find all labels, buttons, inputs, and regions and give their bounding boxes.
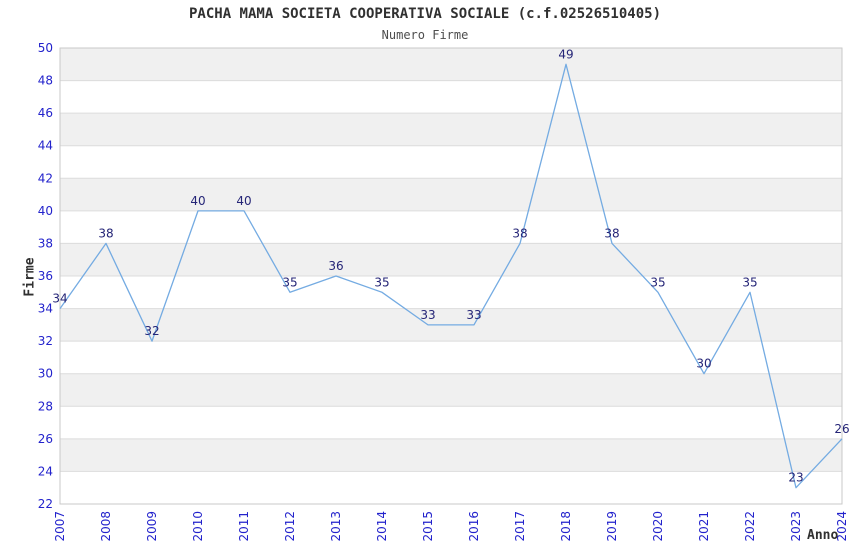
plot-band — [60, 113, 842, 146]
x-tick-label: 2015 — [421, 511, 435, 542]
y-tick-label: 28 — [38, 399, 53, 413]
data-point-label: 35 — [282, 275, 297, 289]
data-point-label: 40 — [236, 194, 251, 208]
x-tick-label: 2013 — [329, 511, 343, 542]
y-tick-label: 32 — [38, 334, 53, 348]
data-point-label: 38 — [98, 226, 113, 240]
plot-band — [60, 48, 842, 81]
plot-band — [60, 341, 842, 374]
x-tick-label: 2020 — [651, 511, 665, 542]
data-point-label: 33 — [420, 308, 435, 322]
data-point-label: 33 — [466, 308, 481, 322]
y-tick-label: 46 — [38, 106, 53, 120]
x-tick-label: 2007 — [53, 511, 67, 542]
y-tick-label: 22 — [38, 497, 53, 511]
chart-subtitle: Numero Firme — [381, 28, 469, 42]
data-point-label: 40 — [190, 194, 205, 208]
plot-band — [60, 243, 842, 276]
plot-band — [60, 406, 842, 439]
x-tick-label: 2009 — [145, 511, 159, 542]
x-tick-label: 2014 — [375, 511, 389, 542]
y-tick-label: 30 — [38, 367, 53, 381]
plot-band — [60, 210, 842, 244]
data-point-label: 35 — [650, 275, 665, 289]
y-tick-label: 42 — [38, 171, 53, 185]
y-tick-label: 48 — [38, 74, 53, 88]
y-tick-label: 36 — [38, 269, 53, 283]
y-tick-label: 26 — [38, 432, 53, 446]
x-tick-label: 2021 — [697, 511, 711, 542]
series-line — [59, 63, 843, 489]
plot-band — [60, 276, 842, 309]
data-point-label: 49 — [558, 47, 573, 61]
data-point-label: 36 — [328, 259, 343, 273]
plot-band — [60, 438, 842, 472]
x-tick-label: 2022 — [743, 511, 757, 542]
y-tick-label: 24 — [38, 464, 53, 478]
x-tick-label: 2012 — [283, 511, 297, 542]
x-tick-label: 2024 — [835, 511, 849, 542]
x-tick-label: 2018 — [559, 511, 573, 542]
data-point-label: 38 — [512, 226, 527, 240]
x-tick-label: 2011 — [237, 511, 251, 542]
plot-band — [60, 471, 842, 504]
x-tick-label: 2010 — [191, 511, 205, 542]
x-tick-label: 2019 — [605, 511, 619, 542]
data-point-label: 35 — [374, 275, 389, 289]
plot-band — [60, 145, 842, 179]
x-tick-label: 2017 — [513, 511, 527, 542]
data-point-label: 26 — [834, 422, 849, 436]
y-tick-label: 50 — [38, 41, 53, 55]
x-tick-label: 2008 — [99, 511, 113, 542]
x-axis-label: Anno — [807, 528, 839, 543]
y-tick-label: 34 — [38, 302, 53, 316]
data-point-label: 23 — [788, 471, 803, 485]
y-tick-label: 44 — [38, 139, 53, 153]
y-tick-label: 38 — [38, 236, 53, 250]
data-point-label: 32 — [144, 324, 159, 338]
plot-band — [60, 80, 842, 114]
chart-title: PACHA MAMA SOCIETA COOPERATIVA SOCIALE (… — [188, 6, 661, 22]
y-tick-label: 40 — [38, 204, 53, 218]
data-point-label: 35 — [742, 275, 757, 289]
data-point-label: 30 — [696, 357, 711, 371]
plot-band — [60, 178, 842, 211]
x-tick-label: 2023 — [789, 511, 803, 542]
plot-border — [59, 47, 843, 505]
data-point-label: 34 — [52, 292, 67, 306]
x-tick-label: 2016 — [467, 511, 481, 542]
plot-band — [60, 373, 842, 407]
data-point-label: 38 — [604, 226, 619, 240]
